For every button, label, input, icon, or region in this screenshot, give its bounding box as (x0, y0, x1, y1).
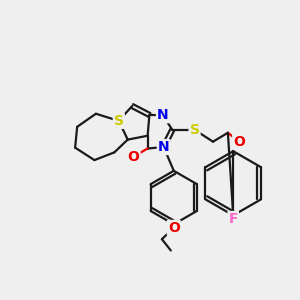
Text: N: N (158, 140, 170, 154)
Text: O: O (128, 149, 140, 164)
Text: S: S (114, 114, 124, 128)
Text: O: O (168, 221, 180, 235)
Text: O: O (233, 135, 245, 149)
Text: N: N (157, 108, 169, 122)
Text: F: F (229, 212, 238, 226)
Text: S: S (190, 123, 200, 137)
